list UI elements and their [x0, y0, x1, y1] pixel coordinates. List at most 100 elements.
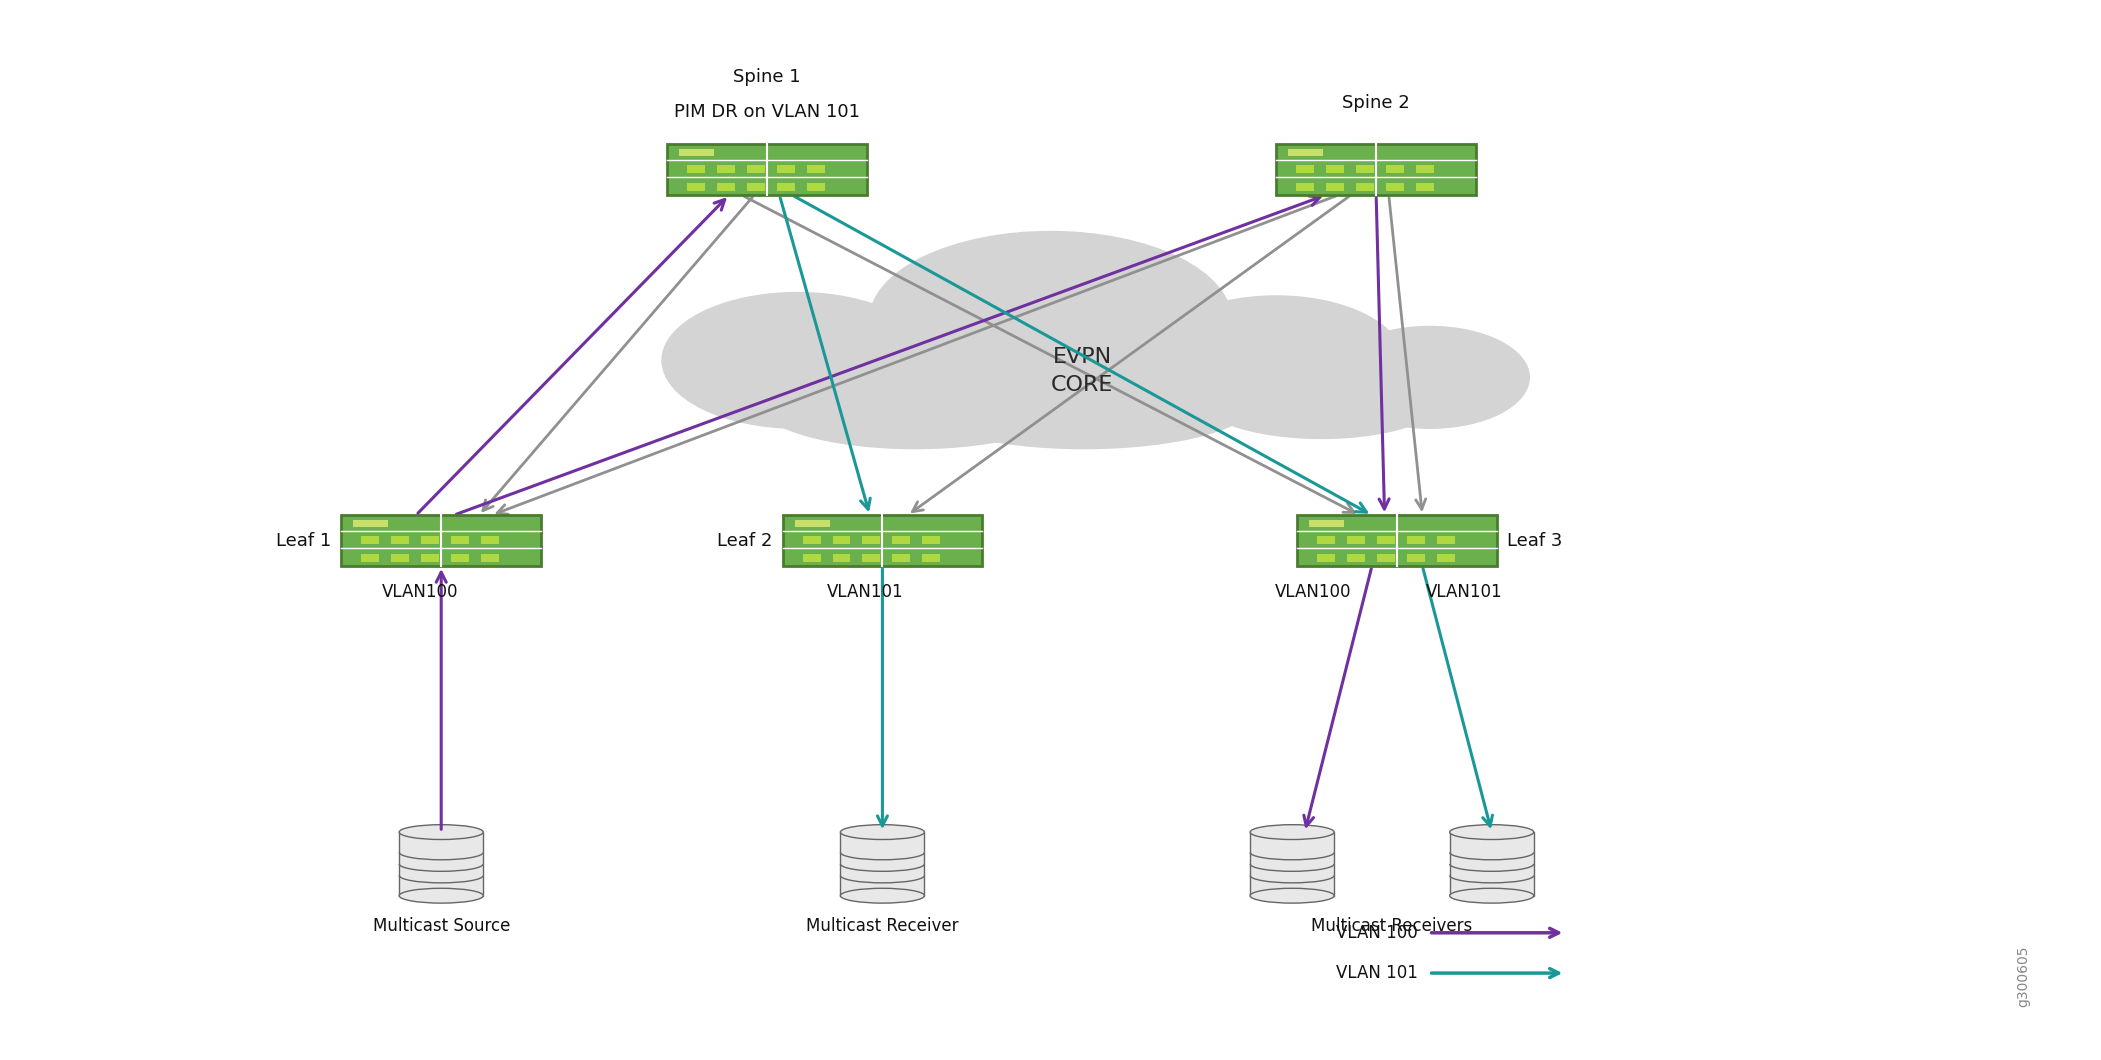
FancyBboxPatch shape: [1408, 536, 1424, 544]
FancyBboxPatch shape: [1416, 182, 1435, 191]
FancyBboxPatch shape: [832, 536, 851, 544]
Ellipse shape: [1149, 296, 1403, 425]
FancyBboxPatch shape: [716, 182, 735, 191]
FancyBboxPatch shape: [1298, 149, 1315, 157]
Text: VLAN100: VLAN100: [382, 583, 458, 601]
Ellipse shape: [840, 825, 924, 840]
FancyBboxPatch shape: [893, 536, 910, 544]
FancyBboxPatch shape: [420, 536, 439, 544]
Ellipse shape: [912, 354, 1256, 448]
FancyBboxPatch shape: [353, 520, 370, 528]
FancyBboxPatch shape: [481, 536, 500, 544]
FancyBboxPatch shape: [922, 536, 941, 544]
FancyBboxPatch shape: [1387, 182, 1403, 191]
FancyBboxPatch shape: [481, 553, 500, 562]
Text: VLAN100: VLAN100: [1275, 583, 1351, 601]
FancyBboxPatch shape: [1347, 553, 1366, 562]
FancyBboxPatch shape: [807, 182, 826, 191]
FancyBboxPatch shape: [391, 536, 410, 544]
FancyBboxPatch shape: [1326, 182, 1345, 191]
FancyBboxPatch shape: [1347, 536, 1366, 544]
FancyBboxPatch shape: [832, 553, 851, 562]
FancyBboxPatch shape: [1387, 165, 1403, 173]
Ellipse shape: [1250, 825, 1334, 840]
Text: Leaf 1: Leaf 1: [275, 532, 330, 549]
FancyBboxPatch shape: [679, 149, 695, 157]
FancyBboxPatch shape: [1416, 165, 1435, 173]
Ellipse shape: [399, 825, 483, 840]
FancyBboxPatch shape: [805, 520, 821, 528]
Text: VLAN 100: VLAN 100: [1336, 924, 1418, 941]
FancyBboxPatch shape: [361, 536, 380, 544]
FancyBboxPatch shape: [1288, 149, 1305, 157]
FancyBboxPatch shape: [803, 536, 821, 544]
Ellipse shape: [1330, 326, 1530, 428]
Text: VLAN 101: VLAN 101: [1336, 965, 1418, 982]
Text: Multicast Source: Multicast Source: [372, 917, 511, 935]
FancyBboxPatch shape: [1328, 520, 1345, 528]
FancyBboxPatch shape: [1355, 165, 1374, 173]
FancyBboxPatch shape: [698, 149, 714, 157]
FancyBboxPatch shape: [1355, 182, 1374, 191]
FancyBboxPatch shape: [687, 165, 706, 173]
Bar: [1250, 832, 1334, 896]
FancyBboxPatch shape: [1307, 149, 1324, 157]
FancyBboxPatch shape: [391, 553, 410, 562]
FancyBboxPatch shape: [861, 536, 880, 544]
FancyBboxPatch shape: [668, 144, 866, 195]
FancyBboxPatch shape: [1326, 165, 1345, 173]
Text: Spine 2: Spine 2: [1343, 94, 1410, 112]
Bar: [399, 832, 483, 896]
FancyBboxPatch shape: [922, 553, 941, 562]
FancyBboxPatch shape: [452, 553, 469, 562]
FancyBboxPatch shape: [807, 165, 826, 173]
FancyBboxPatch shape: [1296, 182, 1315, 191]
FancyBboxPatch shape: [893, 553, 910, 562]
FancyBboxPatch shape: [803, 553, 821, 562]
FancyBboxPatch shape: [777, 165, 794, 173]
Ellipse shape: [870, 231, 1231, 408]
FancyBboxPatch shape: [716, 165, 735, 173]
FancyBboxPatch shape: [420, 553, 439, 562]
FancyBboxPatch shape: [1378, 553, 1395, 562]
FancyBboxPatch shape: [748, 182, 765, 191]
Text: EVPN
CORE: EVPN CORE: [1050, 347, 1114, 395]
Ellipse shape: [399, 888, 483, 903]
Ellipse shape: [1450, 888, 1534, 903]
FancyBboxPatch shape: [372, 520, 389, 528]
FancyBboxPatch shape: [777, 182, 794, 191]
Text: Multicast Receivers: Multicast Receivers: [1311, 917, 1473, 935]
FancyBboxPatch shape: [363, 520, 380, 528]
FancyBboxPatch shape: [1408, 553, 1424, 562]
FancyBboxPatch shape: [1317, 536, 1336, 544]
Text: VLAN101: VLAN101: [828, 583, 903, 601]
FancyBboxPatch shape: [861, 553, 880, 562]
FancyBboxPatch shape: [340, 515, 540, 566]
FancyBboxPatch shape: [813, 520, 830, 528]
FancyBboxPatch shape: [689, 149, 706, 157]
Bar: [1450, 832, 1534, 896]
FancyBboxPatch shape: [794, 520, 811, 528]
Text: VLAN101: VLAN101: [1427, 583, 1502, 601]
FancyBboxPatch shape: [1309, 520, 1326, 528]
Ellipse shape: [662, 293, 933, 428]
Text: PIM DR on VLAN 101: PIM DR on VLAN 101: [674, 103, 859, 121]
Text: Leaf 3: Leaf 3: [1506, 532, 1563, 549]
Ellipse shape: [756, 354, 1074, 448]
Text: Leaf 2: Leaf 2: [716, 532, 771, 549]
Text: g300605: g300605: [2017, 946, 2030, 1007]
Bar: [840, 832, 924, 896]
Ellipse shape: [840, 888, 924, 903]
FancyBboxPatch shape: [1437, 536, 1456, 544]
FancyBboxPatch shape: [1277, 144, 1475, 195]
Ellipse shape: [1250, 888, 1334, 903]
FancyBboxPatch shape: [361, 553, 380, 562]
Ellipse shape: [1450, 825, 1534, 840]
Text: Multicast Receiver: Multicast Receiver: [807, 917, 958, 935]
FancyBboxPatch shape: [1319, 520, 1336, 528]
FancyBboxPatch shape: [452, 536, 469, 544]
FancyBboxPatch shape: [1298, 515, 1496, 566]
Ellipse shape: [1195, 350, 1448, 439]
FancyBboxPatch shape: [1437, 553, 1456, 562]
FancyBboxPatch shape: [1378, 536, 1395, 544]
